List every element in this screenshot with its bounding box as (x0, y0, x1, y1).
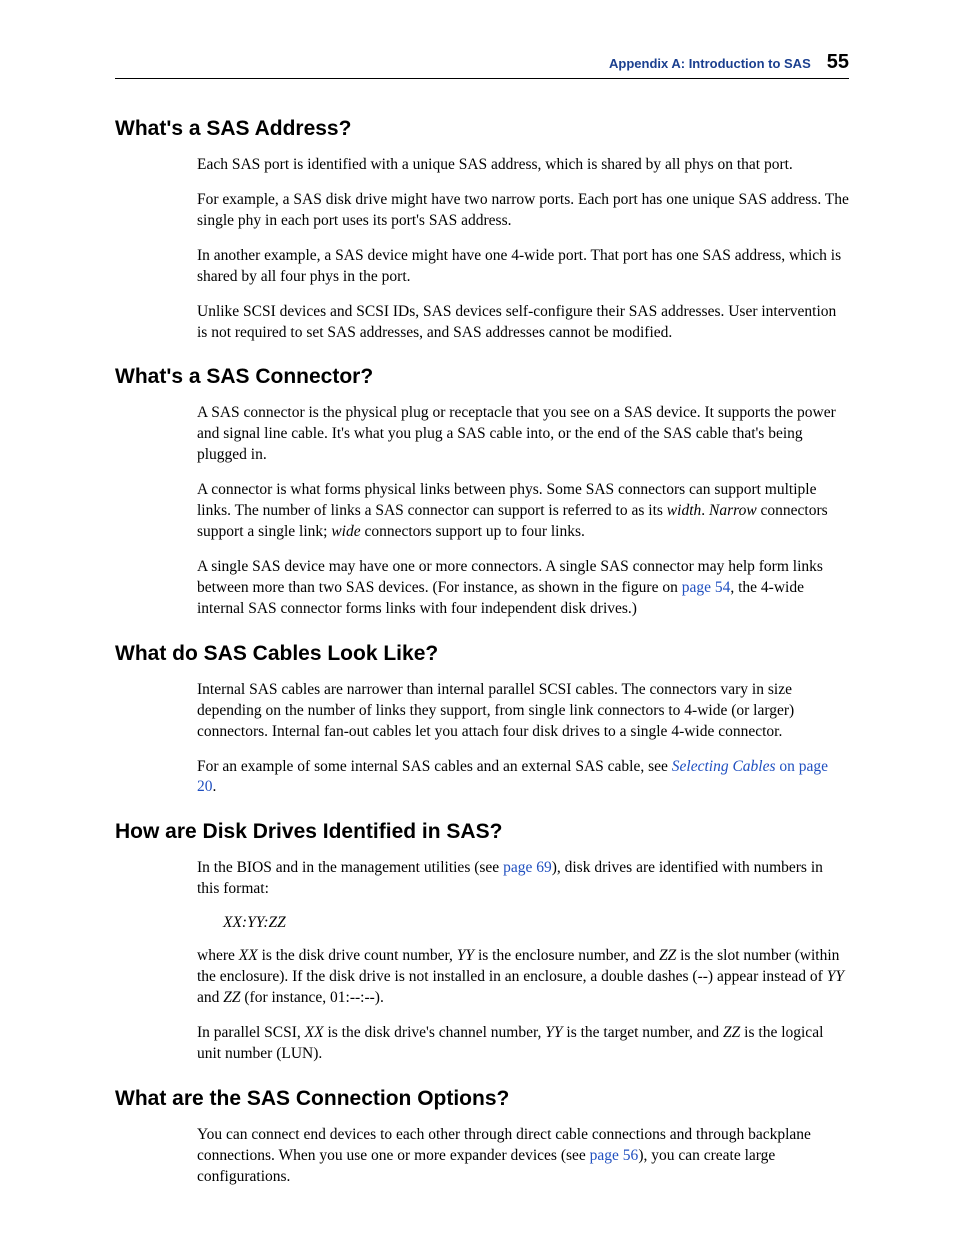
italic-term: YY (827, 968, 844, 985)
section-heading-sas-connector: What's a SAS Connector? (115, 365, 849, 389)
italic-term: ZZ (659, 947, 676, 964)
paragraph: You can connect end devices to each othe… (197, 1125, 849, 1188)
italic-term: ZZ (223, 989, 240, 1006)
paragraph: A connector is what forms physical links… (197, 480, 849, 543)
italic-term: Narrow (709, 502, 757, 519)
page-number: 55 (827, 51, 849, 73)
page-content: Appendix A: Introduction to SAS 55 What'… (0, 0, 954, 1242)
cross-reference-link[interactable]: Selecting Cables (672, 758, 776, 775)
paragraph: Each SAS port is identified with a uniqu… (197, 155, 849, 176)
format-example: XX:YY:ZZ (223, 914, 849, 932)
paragraph: In parallel SCSI, XX is the disk drive's… (197, 1023, 849, 1065)
section-body: A SAS connector is the physical plug or … (115, 403, 849, 619)
italic-term: wide (331, 523, 360, 540)
paragraph: where XX is the disk drive count number,… (197, 946, 849, 1009)
italic-term: XX (239, 947, 258, 964)
italic-term: ZZ (723, 1024, 740, 1041)
section-heading-sas-cables: What do SAS Cables Look Like? (115, 642, 849, 666)
section-body: Each SAS port is identified with a uniqu… (115, 155, 849, 343)
section-heading-sas-address: What's a SAS Address? (115, 117, 849, 141)
paragraph: In another example, a SAS device might h… (197, 246, 849, 288)
page-link[interactable]: page 69 (503, 859, 552, 876)
italic-term: YY (457, 947, 474, 964)
italic-term: width (667, 502, 701, 519)
paragraph: In the BIOS and in the management utilit… (197, 858, 849, 900)
section-body: In the BIOS and in the management utilit… (115, 858, 849, 1064)
section-body: Internal SAS cables are narrower than in… (115, 680, 849, 799)
appendix-label: Appendix A: Introduction to SAS (609, 56, 811, 71)
paragraph: A SAS connector is the physical plug or … (197, 403, 849, 466)
paragraph: Unlike SCSI devices and SCSI IDs, SAS de… (197, 302, 849, 344)
section-body: You can connect end devices to each othe… (115, 1125, 849, 1188)
paragraph: For example, a SAS disk drive might have… (197, 190, 849, 232)
paragraph: Internal SAS cables are narrower than in… (197, 680, 849, 743)
section-heading-connection-options: What are the SAS Connection Options? (115, 1087, 849, 1111)
paragraph: A single SAS device may have one or more… (197, 557, 849, 620)
page-header: Appendix A: Introduction to SAS 55 (115, 51, 849, 79)
paragraph: For an example of some internal SAS cabl… (197, 757, 849, 799)
page-link[interactable]: page 56 (590, 1147, 639, 1164)
italic-term: YY (545, 1024, 562, 1041)
italic-term: XX (305, 1024, 324, 1041)
section-heading-disk-drives: How are Disk Drives Identified in SAS? (115, 820, 849, 844)
page-link[interactable]: page 54 (682, 579, 731, 596)
